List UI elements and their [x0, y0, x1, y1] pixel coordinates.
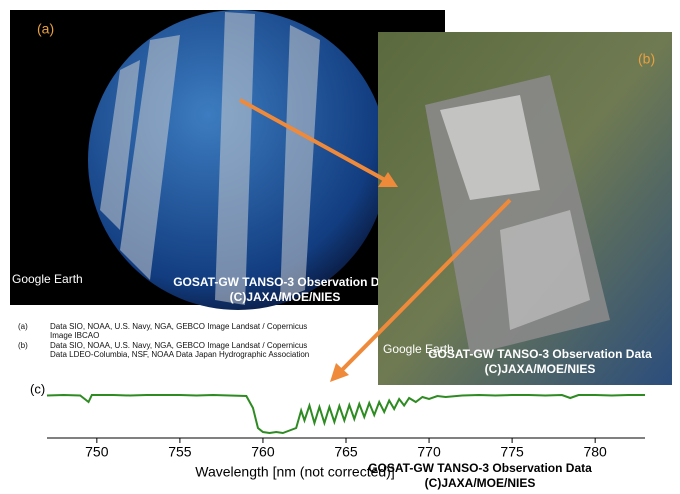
bright-area [500, 210, 590, 330]
credits: (a) Data SIO, NOAA, U.S. Navy, NGA, GEBC… [18, 322, 309, 359]
x-tick-label: 770 [417, 444, 441, 460]
brand: Google Earth [12, 272, 83, 286]
credit-line: Image IBCAO [50, 331, 99, 340]
spectrum-line [46, 393, 645, 435]
credit-label: (b) [18, 341, 28, 350]
panel-label: (c) [30, 381, 45, 396]
panel-a: (a) Google Earth GOSAT-GW TANSO-3 Observ… [10, 10, 445, 310]
credit-label: (a) [18, 322, 28, 331]
watermark: (C)JAXA/MOE/NIES [230, 290, 341, 304]
watermark: GOSAT-GW TANSO-3 Observation Data [428, 347, 652, 361]
credit-line: Data SIO, NOAA, U.S. Navy, NGA, GEBCO Im… [50, 322, 307, 331]
credit-line: Data SIO, NOAA, U.S. Navy, NGA, GEBCO Im… [50, 341, 307, 350]
x-tick-label: 760 [251, 444, 275, 460]
arrows [239, 98, 512, 382]
x-tick-label: 780 [583, 444, 607, 460]
watermark: GOSAT-GW TANSO-3 Observation Data [173, 275, 397, 289]
watermark: (C)JAXA/MOE/NIES [425, 476, 536, 490]
panel-label: (a) [37, 21, 54, 37]
x-tick-label: 750 [85, 444, 109, 460]
panel-label: (b) [638, 51, 655, 67]
watermark: (C)JAXA/MOE/NIES [485, 362, 596, 376]
brand: Google Earth [383, 342, 454, 356]
swaths [100, 12, 320, 305]
watermark: GOSAT-GW TANSO-3 Observation Data [368, 461, 592, 475]
panel-b: (b) Google Earth GOSAT-GW TANSO-3 Observ… [378, 32, 672, 385]
x-tick-label: 775 [500, 444, 524, 460]
x-tick-label: 755 [168, 444, 192, 460]
credit-line: Data LDEO-Columbia, NSF, NOAA Data Japan… [50, 350, 309, 359]
bright-area [440, 95, 540, 200]
x-axis-label: Wavelength [nm (not corrected)] [195, 464, 394, 480]
x-tick-label: 765 [334, 444, 358, 460]
